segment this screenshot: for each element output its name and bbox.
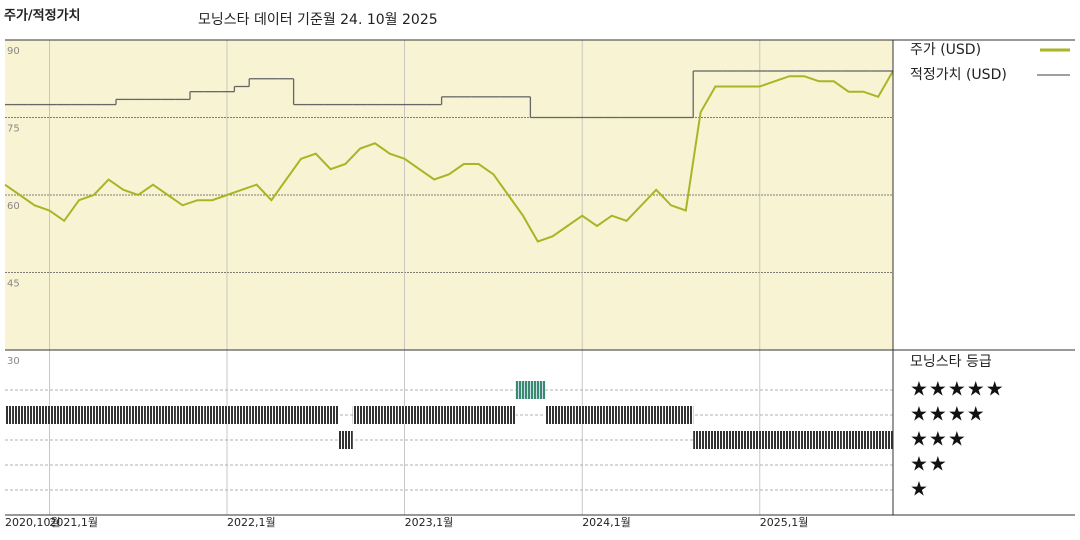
rating-bar	[486, 406, 501, 424]
x-tick-label: 2024,1월	[582, 516, 631, 529]
x-tick-label: 2023,1월	[405, 516, 454, 529]
rating-bar	[870, 431, 886, 449]
rating-bar	[71, 406, 87, 424]
rating-bar	[782, 431, 797, 449]
rating-bar	[219, 406, 235, 424]
rating-bar	[264, 406, 279, 424]
rating-bar	[367, 406, 383, 424]
rating-bar	[204, 406, 220, 424]
rating-bar	[382, 406, 398, 424]
rating-bar	[456, 406, 472, 424]
rating-bar	[56, 406, 72, 424]
y-tick-label: 90	[7, 46, 20, 57]
rating-bar	[693, 431, 708, 449]
rating-bar	[722, 431, 738, 449]
rating-bar	[515, 381, 531, 399]
rating-bar	[234, 406, 250, 424]
rating-bar	[12, 406, 28, 424]
rating-bar	[338, 431, 353, 449]
rating-bar	[175, 406, 190, 424]
x-tick-label: 2021,1월	[49, 516, 98, 529]
y-tick-label: 30	[7, 356, 20, 367]
y-tick-label: 60	[7, 201, 20, 212]
legend-label: 적정가치 (USD)	[910, 67, 1007, 83]
rating-bar	[589, 406, 605, 424]
x-tick-label: 2025,1월	[760, 516, 809, 529]
rating-bar	[278, 406, 294, 424]
rating-bar	[293, 406, 309, 424]
rating-bar	[648, 406, 664, 424]
rating-bar	[811, 431, 827, 449]
rating-bar	[160, 406, 176, 424]
rating-bar	[42, 406, 57, 424]
rating-bar	[101, 406, 116, 424]
rating-bar	[619, 406, 634, 424]
rating-bar	[856, 431, 871, 449]
rating-bar	[352, 406, 368, 424]
x-tick-label: 2020,10월	[5, 516, 61, 529]
rating-bar	[27, 406, 42, 424]
rating-bar	[308, 406, 324, 424]
rating-bar	[560, 406, 575, 424]
header-label: 주가/적정가치	[4, 8, 81, 24]
rating-label: ★★★★★	[910, 377, 1005, 401]
rating-bar	[190, 406, 205, 424]
rating-bar	[796, 431, 812, 449]
chart-title: 모닝스타 데이터 기준월 24. 10월 2025	[198, 12, 438, 28]
y-tick-label: 45	[7, 279, 20, 290]
rating-bar	[471, 406, 486, 424]
rating-bar	[663, 406, 679, 424]
rating-bar	[441, 406, 457, 424]
rating-bar	[708, 431, 723, 449]
rating-bar	[412, 406, 427, 424]
rating-bar	[530, 381, 546, 399]
rating-bar	[574, 406, 590, 424]
rating-label: ★★★	[910, 427, 967, 451]
rating-bar	[426, 406, 442, 424]
rating-label: ★	[910, 477, 929, 501]
rating-title: 모닝스타 등급	[910, 354, 992, 370]
rating-label: ★★	[910, 452, 948, 476]
rating-bar	[130, 406, 146, 424]
rating-bar	[826, 431, 842, 449]
rating-bar	[86, 406, 102, 424]
rating-bar	[323, 406, 338, 424]
rating-bar	[397, 406, 412, 424]
price-line	[4, 70, 894, 243]
rating-bar	[841, 431, 856, 449]
rating-bar	[5, 406, 13, 424]
rating-bar	[737, 431, 753, 449]
rating-bar	[678, 406, 694, 424]
rating-bar	[116, 406, 131, 424]
rating-bar	[145, 406, 161, 424]
y-tick-label: 75	[7, 124, 20, 135]
rating-bar	[249, 406, 264, 424]
rating-bar	[752, 431, 768, 449]
rating-bar	[545, 406, 560, 424]
rating-bar	[604, 406, 620, 424]
legend-label: 주가 (USD)	[910, 42, 981, 58]
x-tick-label: 2022,1월	[227, 516, 276, 529]
rating-bar	[885, 431, 893, 449]
rating-label: ★★★★	[910, 402, 986, 426]
rating-bar	[767, 431, 782, 449]
rating-bar	[634, 406, 649, 424]
rating-bar	[500, 406, 516, 424]
